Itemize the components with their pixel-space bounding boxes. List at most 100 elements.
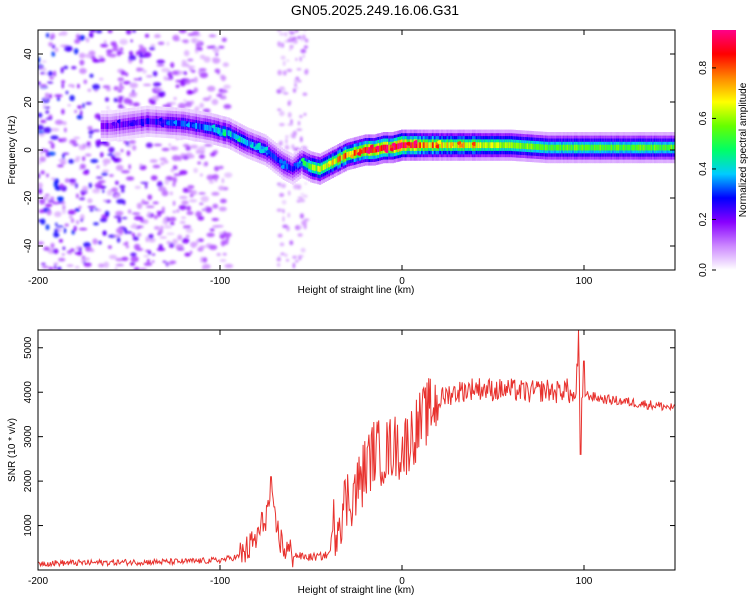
noise-blob <box>79 59 85 66</box>
ridge-cell <box>138 119 142 126</box>
noise-blob <box>224 172 233 178</box>
noise-blob <box>143 262 153 267</box>
noise-blob <box>121 188 125 193</box>
noise-blob <box>281 183 286 189</box>
noise-blob <box>42 96 50 104</box>
noise-blob <box>179 220 186 224</box>
noise-blob <box>120 70 126 76</box>
noise-blob <box>73 225 77 232</box>
ridge-cell <box>583 144 586 151</box>
noise-blob <box>300 247 306 253</box>
noise-blob <box>186 205 191 211</box>
noise-blob <box>203 56 211 63</box>
noise-blob <box>185 152 193 157</box>
ridge-cell <box>530 143 533 150</box>
ridge-cell <box>231 132 234 138</box>
noise-blob <box>51 51 56 57</box>
noise-blob <box>125 245 129 249</box>
noise-blob <box>63 227 67 234</box>
noise-blob <box>147 258 150 263</box>
noise-blob <box>48 93 53 99</box>
snr-line <box>38 330 675 568</box>
ridge-cell <box>663 144 666 151</box>
colorbar-tick-label: 0.4 <box>698 162 709 176</box>
ridge-cell <box>177 120 180 127</box>
noise-blob <box>44 92 50 98</box>
noise-blob <box>139 165 147 171</box>
ridge-cell <box>362 147 365 154</box>
ridge-cell <box>164 119 167 126</box>
noise-blob <box>75 156 81 159</box>
noise-blob <box>281 199 287 205</box>
noise-blob <box>161 190 169 197</box>
snr-y-label: SNR (10 * v/v) <box>7 418 18 482</box>
ridge-cell <box>537 144 540 150</box>
noise-blob <box>39 64 43 70</box>
noise-blob <box>167 71 172 78</box>
ridge-cell <box>248 140 251 147</box>
noise-blob <box>54 211 62 218</box>
ridge-cell <box>124 121 127 127</box>
noise-blob <box>168 242 175 248</box>
noise-blob <box>68 215 73 219</box>
noise-blob <box>177 234 183 241</box>
noise-blob <box>51 44 56 49</box>
noise-blob <box>157 41 165 45</box>
noise-blob <box>280 87 286 94</box>
noise-blob <box>199 54 206 60</box>
noise-blob <box>89 73 94 78</box>
noise-blob <box>170 146 179 151</box>
noise-blob <box>277 69 283 76</box>
noise-blob <box>130 252 137 257</box>
noise-blob <box>300 48 307 54</box>
ridge-cell <box>140 119 143 125</box>
noise-blob <box>186 89 193 95</box>
noise-blob <box>108 254 118 260</box>
noise-blob <box>98 240 102 245</box>
noise-blob <box>156 181 163 188</box>
noise-blob <box>96 208 102 212</box>
noise-blob <box>223 94 226 99</box>
noise-blob <box>294 80 297 84</box>
ridge-cell <box>311 164 314 171</box>
ridge-cell <box>541 144 544 151</box>
ridge-cell <box>524 143 527 150</box>
ridge-cell <box>641 144 644 151</box>
noise-blob <box>147 250 152 255</box>
ridge-cell <box>501 142 504 149</box>
noise-blob <box>218 231 224 235</box>
noise-blob <box>64 178 70 183</box>
colorbar-ticks: 0.0 0.2 0.4 0.6 0.8 <box>698 61 716 277</box>
noise-blob <box>137 232 142 237</box>
ridge-cell <box>570 144 573 151</box>
noise-blob <box>123 97 131 104</box>
ridge-cell <box>626 144 629 151</box>
noise-blob <box>299 56 302 62</box>
y-tick-label: 3000 <box>23 425 34 448</box>
noise-blob <box>139 58 143 65</box>
noise-blob <box>132 30 136 33</box>
noise-blob <box>87 205 97 209</box>
noise-blob <box>101 172 109 176</box>
noise-blob <box>147 194 153 200</box>
ridge-cell <box>202 124 205 130</box>
ridge-cell <box>470 142 473 149</box>
ridge-cell <box>657 144 660 151</box>
ridge-cell <box>195 123 198 129</box>
noise-blob <box>185 227 194 234</box>
ridge-cell <box>621 144 624 151</box>
ridge-cell <box>411 142 415 149</box>
noise-blob <box>178 204 187 211</box>
ridge-cell <box>490 142 493 149</box>
noise-blob <box>96 176 103 179</box>
noise-blob <box>222 252 227 256</box>
noise-blob <box>211 217 220 222</box>
noise-blob <box>117 104 124 109</box>
noise-blob <box>285 135 289 139</box>
noise-blob <box>111 154 116 161</box>
noise-blob <box>221 37 227 43</box>
noise-blob <box>169 260 177 265</box>
noise-blob <box>108 146 115 153</box>
ridge-cell <box>155 118 158 125</box>
noise-blob <box>92 238 98 245</box>
